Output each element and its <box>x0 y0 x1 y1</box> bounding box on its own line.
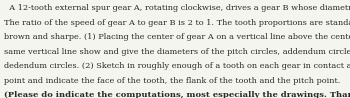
Text: same vertical line show and give the diameters of the pitch circles, addendum ci: same vertical line show and give the dia… <box>4 48 350 56</box>
Text: (Please do indicate the computations, most especially the drawings. Thank you!): (Please do indicate the computations, mo… <box>4 91 350 98</box>
Text: point and indicate the face of the tooth, the flank of the tooth and the pitch p: point and indicate the face of the tooth… <box>4 77 341 85</box>
Text: dedendum circles. (2) Sketch in roughly enough of a tooth on each gear in contac: dedendum circles. (2) Sketch in roughly … <box>4 62 350 70</box>
Text: brown and sharpe. (1) Placing the center of gear A on a vertical line above the : brown and sharpe. (1) Placing the center… <box>4 33 350 41</box>
Text: The ratio of the speed of gear A to gear B is 2 to 1. The tooth proportions are : The ratio of the speed of gear A to gear… <box>4 19 350 27</box>
Text: A 12-tooth external spur gear A, rotating clockwise, drives a gear B whose diame: A 12-tooth external spur gear A, rotatin… <box>4 4 350 12</box>
